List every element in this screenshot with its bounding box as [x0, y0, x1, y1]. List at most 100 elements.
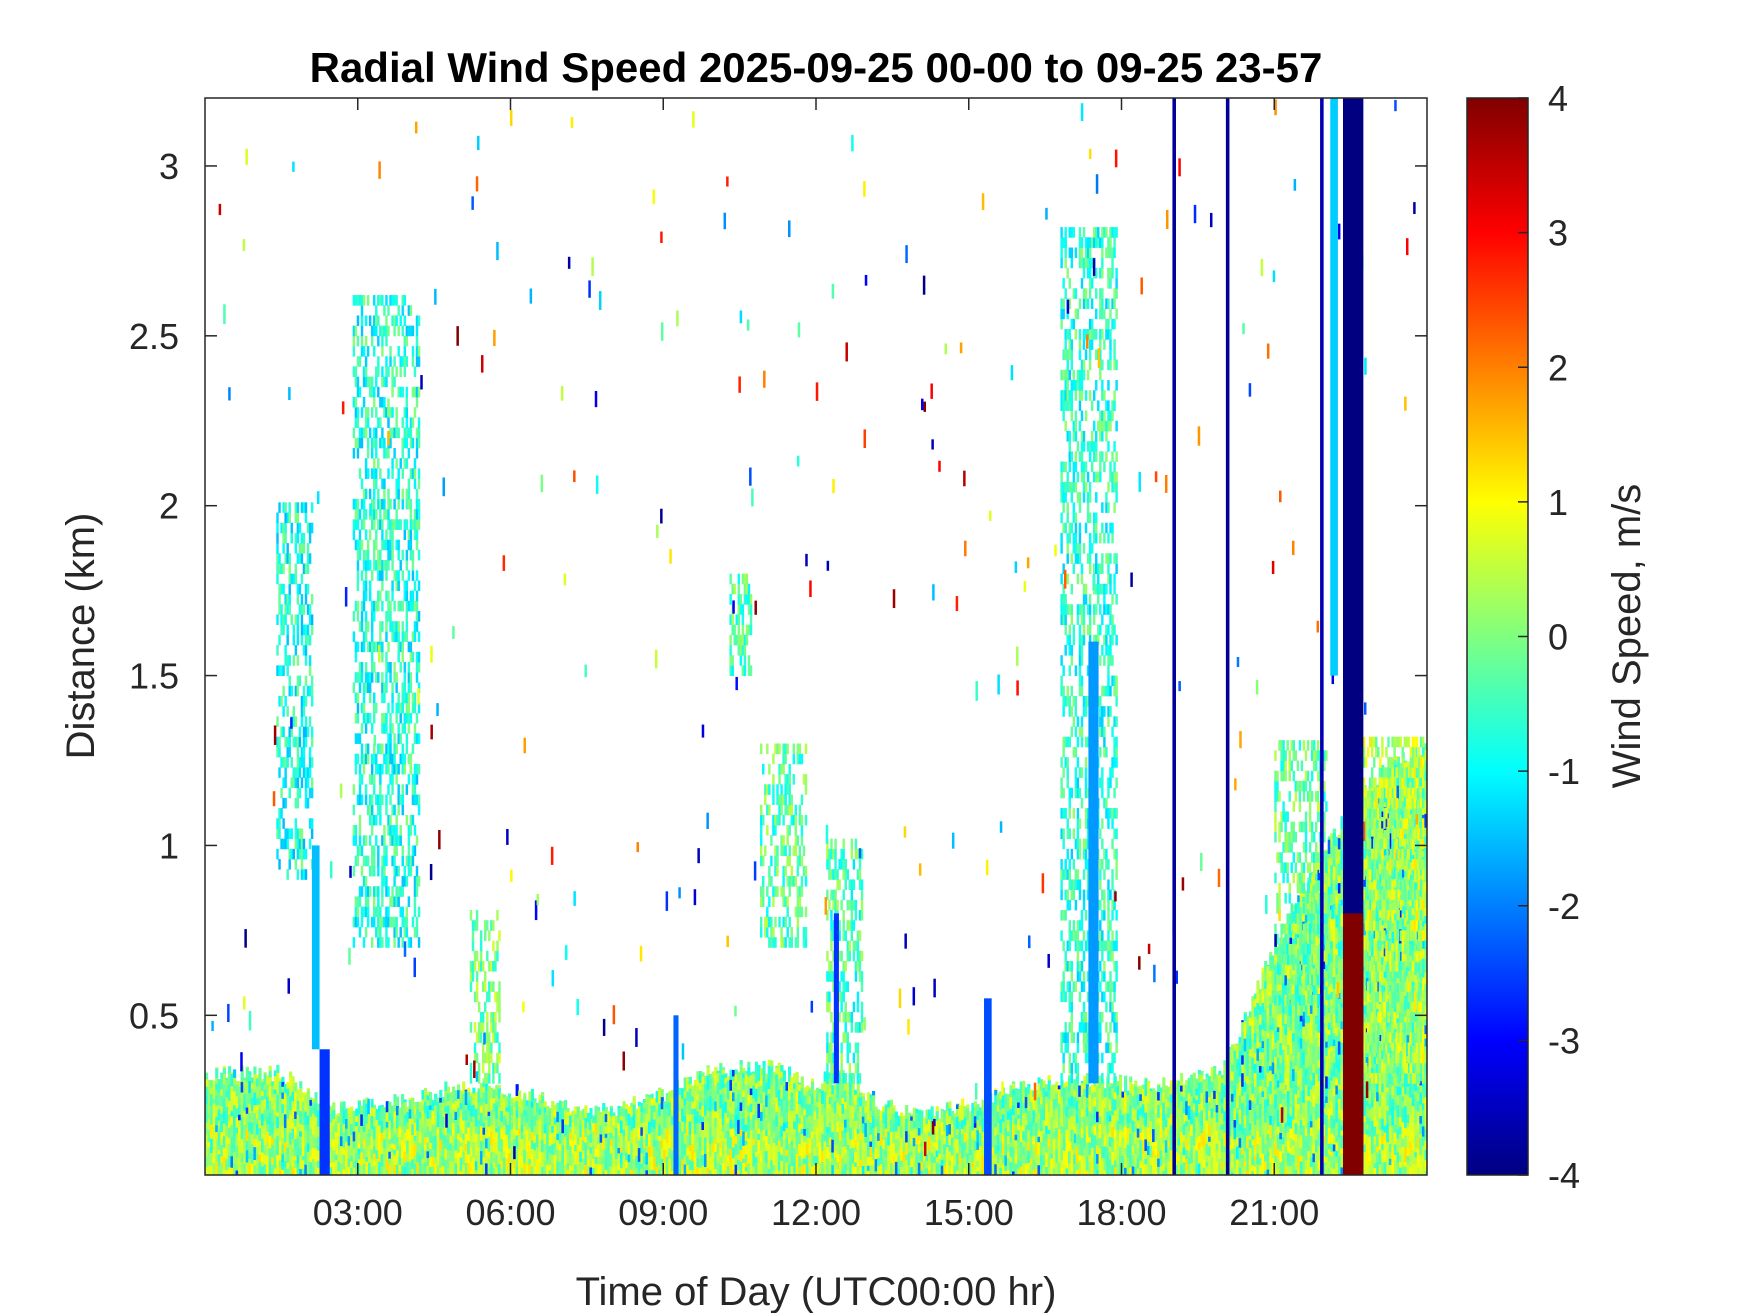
heatmap-cell [831, 1102, 835, 1108]
heatmap-cell [1256, 994, 1260, 1004]
heatmap-cell [1251, 1100, 1255, 1109]
heatmap-cell [854, 1157, 858, 1163]
heatmap-cell [1322, 1135, 1326, 1143]
heatmap-cell [472, 1104, 476, 1117]
heatmap-cell [978, 1125, 983, 1134]
heatmap-cell [726, 1122, 731, 1131]
heatmap-cell [1304, 922, 1308, 934]
heatmap-cell [1004, 1154, 1008, 1166]
heatmap-cell [772, 1071, 776, 1082]
heatmap-cell [816, 1113, 820, 1120]
heatmap-cell [1124, 1097, 1128, 1113]
heatmap-cell [385, 1159, 389, 1170]
heatmap-cell [968, 1163, 972, 1175]
heatmap-cell [1070, 1095, 1074, 1107]
heatmap-cell [413, 1139, 417, 1145]
heatmap-cell [1157, 1140, 1161, 1151]
heatmap-cell [767, 1077, 771, 1090]
heatmap-cell [1098, 1165, 1102, 1175]
heatmap-cell [215, 1138, 219, 1149]
heatmap-cell [721, 1124, 725, 1132]
heatmap-cell [1284, 1105, 1288, 1114]
heatmap-cell [261, 1099, 265, 1114]
heatmap-cell [928, 1160, 932, 1166]
heatmap-cell [365, 1156, 369, 1162]
heatmap-cell [1325, 1032, 1329, 1042]
heatmap-cell [663, 1162, 667, 1175]
heatmap-cell [1032, 1122, 1036, 1137]
heatmap-cell [1111, 1137, 1115, 1143]
heatmap-cell [431, 1099, 435, 1103]
heatmap-cell [1208, 1110, 1212, 1117]
heatmap-cell [1169, 1083, 1174, 1095]
heatmap-cell [1233, 1138, 1237, 1149]
heatmap-cell [261, 1165, 265, 1175]
heatmap-cell [872, 1115, 876, 1129]
heatmap-cell [479, 1150, 484, 1165]
heatmap-cell [1042, 1133, 1046, 1147]
heatmap-cell [235, 1169, 239, 1175]
heatmap-cell [1299, 1028, 1303, 1039]
heatmap-cell [831, 1085, 835, 1094]
heatmap-cell [790, 1120, 794, 1133]
heatmap-cell [1304, 999, 1308, 1009]
heatmap-cell [301, 1147, 305, 1157]
heatmap-cell [472, 1170, 476, 1175]
heatmap-cell [1014, 1118, 1018, 1125]
heatmap-cell [1144, 1088, 1148, 1096]
heatmap-cell [856, 1128, 860, 1134]
heatmap-cell [1065, 1159, 1069, 1169]
heatmap-cell [1299, 912, 1303, 921]
heatmap-cell [1131, 1091, 1135, 1097]
heatmap-cell [622, 1107, 626, 1118]
heatmap-cell [520, 1149, 524, 1157]
heatmap-cell [948, 1160, 952, 1166]
heatmap-cell [775, 1164, 779, 1175]
heatmap-cell [1185, 1125, 1189, 1139]
heatmap-cell [948, 1123, 952, 1135]
heatmap-cell [637, 1170, 641, 1175]
heatmap-cell [1302, 1155, 1306, 1162]
heatmap-cell [286, 1142, 290, 1148]
heatmap-cell [833, 1117, 837, 1132]
heatmap-cell [719, 1155, 723, 1166]
heatmap-cell [775, 1137, 779, 1146]
heatmap-cell [334, 1121, 338, 1133]
heatmap-cell [1309, 1074, 1314, 1081]
heatmap-cell [355, 1166, 359, 1175]
heatmap-cell [1167, 1117, 1171, 1129]
heatmap-cell [714, 1151, 718, 1162]
heatmap-cell [1302, 1102, 1306, 1108]
heatmap-cell [1266, 1048, 1270, 1062]
heatmap-cell [477, 1163, 481, 1175]
heatmap-cell [1230, 1129, 1235, 1139]
heatmap-cell [1162, 1101, 1166, 1114]
heatmap-cell [220, 1076, 224, 1090]
heatmap-cell [658, 1087, 662, 1090]
heatmap-cell [831, 1139, 835, 1153]
heatmap-cell [706, 1129, 710, 1143]
heatmap-cell [614, 1115, 619, 1129]
heatmap-cell [1309, 970, 1314, 979]
heatmap-cell [553, 1124, 557, 1137]
heatmap-cell [637, 1101, 641, 1107]
heatmap-cell [693, 1084, 697, 1097]
heatmap-cell [757, 1065, 761, 1068]
heatmap-cell [1284, 966, 1288, 976]
heatmap-cell [513, 1138, 517, 1147]
heatmap-cell [571, 1134, 575, 1141]
heatmap-cell [928, 1109, 932, 1120]
heatmap-cell [1264, 1062, 1268, 1076]
heatmap-cell [739, 1135, 743, 1151]
heatmap-cell [1113, 1098, 1118, 1104]
heatmap-cell [355, 1135, 359, 1146]
heatmap-cell [670, 1150, 675, 1158]
heatmap-cell [286, 1095, 290, 1106]
heatmap-cell [1289, 986, 1293, 995]
heatmap-cell [227, 1066, 232, 1074]
heatmap-cell [1258, 1014, 1263, 1025]
heatmap-cell [553, 1109, 557, 1118]
heatmap-cell [734, 1069, 738, 1075]
heatmap-cell [612, 1168, 616, 1175]
heatmap-cell [1251, 996, 1255, 1001]
